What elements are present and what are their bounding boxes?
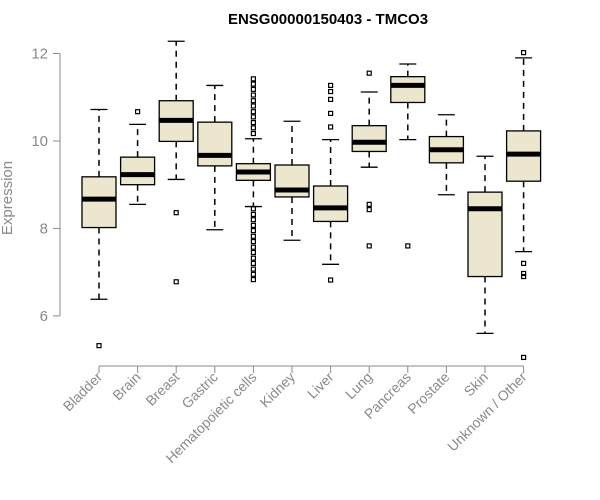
- outlier-point: [366, 207, 372, 213]
- box-group: [390, 63, 426, 249]
- outlier-point: [250, 244, 256, 250]
- iqr-box: [197, 121, 233, 167]
- outlier-point: [328, 88, 334, 95]
- outlier-point: [328, 110, 334, 117]
- box-group: [235, 76, 272, 283]
- outlier-point: [250, 249, 256, 256]
- outlier-point: [250, 125, 256, 131]
- chart-title: ENSG00000150403 - TMCO3: [228, 11, 428, 28]
- outlier-point: [328, 124, 334, 130]
- outlier-point: [250, 260, 256, 267]
- y-tick-label: 12: [31, 45, 48, 62]
- box-group: [505, 50, 542, 361]
- outlier-point: [250, 92, 256, 98]
- outlier-point: [328, 277, 334, 283]
- outlier-point: [520, 260, 527, 267]
- outlier-point: [520, 354, 527, 361]
- x-tick-label: Prostate: [404, 369, 452, 417]
- boxes: [81, 40, 542, 361]
- outlier-point: [405, 243, 411, 249]
- outlier-point: [250, 206, 256, 212]
- iqr-box: [119, 156, 156, 186]
- outlier-point: [96, 343, 102, 349]
- outlier-point: [250, 217, 256, 223]
- outlier-point: [250, 81, 256, 87]
- outlier-point: [250, 238, 256, 245]
- outlier-point: [250, 211, 256, 218]
- x-tick-label: Lung: [342, 369, 375, 402]
- iqr-box: [81, 176, 117, 229]
- outlier-point: [250, 109, 256, 115]
- outlier-point: [328, 96, 334, 103]
- box-group: [197, 84, 233, 231]
- box-group: [428, 114, 465, 196]
- iqr-box: [467, 191, 503, 278]
- outlier-point: [250, 266, 256, 272]
- outlier-point: [328, 82, 334, 89]
- outlier-point: [250, 76, 256, 82]
- y-tick-label: 8: [40, 220, 48, 237]
- outlier-point: [366, 243, 372, 249]
- x-tick-label: Brain: [109, 369, 143, 403]
- outlier-point: [250, 119, 256, 126]
- box-group: [274, 120, 310, 241]
- y-axis-label: Expression: [0, 161, 16, 235]
- outlier-point: [250, 103, 256, 109]
- x-tick-label: Liver: [304, 369, 337, 402]
- outlier-point: [250, 255, 256, 261]
- box-group: [81, 108, 117, 349]
- y-tick-label: 6: [40, 308, 48, 325]
- outlier-point: [250, 114, 256, 120]
- outlier-point: [250, 271, 256, 277]
- x-tick-label: Breast: [142, 369, 182, 409]
- box-group: [158, 40, 194, 285]
- outlier-point: [250, 98, 256, 104]
- box-group: [119, 109, 156, 206]
- outlier-point: [250, 276, 256, 283]
- outlier-point: [366, 201, 372, 207]
- box-group: [467, 155, 503, 335]
- box-group: [351, 70, 387, 249]
- outlier-point: [520, 50, 527, 56]
- outlier-point: [520, 270, 527, 277]
- iqr-box: [390, 76, 426, 104]
- outlier-point: [366, 70, 372, 76]
- outlier-point: [250, 228, 256, 234]
- outlier-point: [173, 279, 179, 285]
- outlier-point: [250, 86, 256, 92]
- outlier-point: [250, 130, 256, 137]
- x-tick-label: Skin: [461, 369, 492, 400]
- outlier-point: [173, 210, 179, 216]
- outlier-point: [250, 222, 256, 228]
- iqr-box: [312, 185, 349, 223]
- box-group: [312, 82, 349, 283]
- y-tick-label: 10: [31, 133, 48, 150]
- outlier-point: [250, 233, 256, 239]
- outlier-point: [135, 109, 141, 115]
- x-tick-label: Kidney: [257, 369, 299, 411]
- outlier-point: [520, 273, 527, 280]
- x-tick-label: Bladder: [60, 369, 106, 415]
- iqr-box: [351, 125, 387, 153]
